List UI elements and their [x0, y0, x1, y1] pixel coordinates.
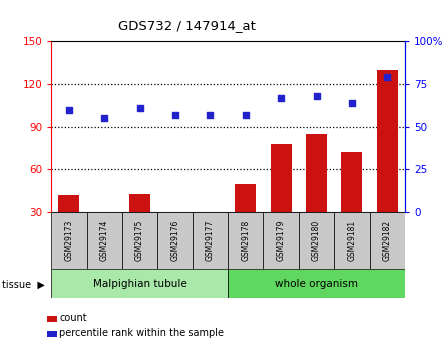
- Bar: [51, 269, 228, 298]
- Point: [278, 95, 285, 100]
- Point: [171, 112, 178, 118]
- Text: GSM29176: GSM29176: [170, 220, 179, 261]
- Bar: [164, 212, 186, 214]
- Point: [101, 116, 108, 121]
- Text: count: count: [59, 314, 87, 323]
- Bar: [271, 144, 292, 212]
- Text: GDS732 / 147914_at: GDS732 / 147914_at: [118, 19, 256, 32]
- Point: [65, 107, 73, 112]
- Bar: [51, 212, 87, 269]
- Bar: [193, 212, 228, 269]
- Point: [313, 93, 320, 99]
- Bar: [58, 195, 80, 212]
- Text: tissue  ▶: tissue ▶: [2, 280, 45, 289]
- Point: [242, 112, 249, 118]
- Bar: [263, 212, 299, 269]
- Bar: [341, 152, 363, 212]
- Bar: [376, 70, 398, 212]
- Text: GSM29175: GSM29175: [135, 220, 144, 261]
- Point: [384, 75, 391, 80]
- Bar: [228, 269, 405, 298]
- Text: GSM29181: GSM29181: [348, 220, 356, 261]
- Bar: [299, 212, 334, 269]
- Bar: [228, 212, 263, 269]
- Bar: [122, 212, 158, 269]
- Bar: [306, 134, 327, 212]
- Bar: [158, 212, 193, 269]
- Text: GSM29177: GSM29177: [206, 220, 215, 261]
- Text: GSM29178: GSM29178: [241, 220, 250, 261]
- Point: [136, 105, 143, 111]
- Text: Malpighian tubule: Malpighian tubule: [93, 279, 186, 289]
- Bar: [369, 212, 405, 269]
- Bar: [235, 184, 256, 212]
- Point: [348, 100, 356, 106]
- Bar: [334, 212, 369, 269]
- Bar: [129, 194, 150, 212]
- Text: GSM29180: GSM29180: [312, 220, 321, 261]
- Text: GSM29179: GSM29179: [277, 220, 286, 261]
- Bar: [87, 212, 122, 269]
- Text: GSM29173: GSM29173: [65, 220, 73, 261]
- Text: whole organism: whole organism: [275, 279, 358, 289]
- Text: percentile rank within the sample: percentile rank within the sample: [59, 328, 224, 338]
- Point: [207, 112, 214, 118]
- Text: GSM29182: GSM29182: [383, 220, 392, 261]
- Text: GSM29174: GSM29174: [100, 220, 109, 261]
